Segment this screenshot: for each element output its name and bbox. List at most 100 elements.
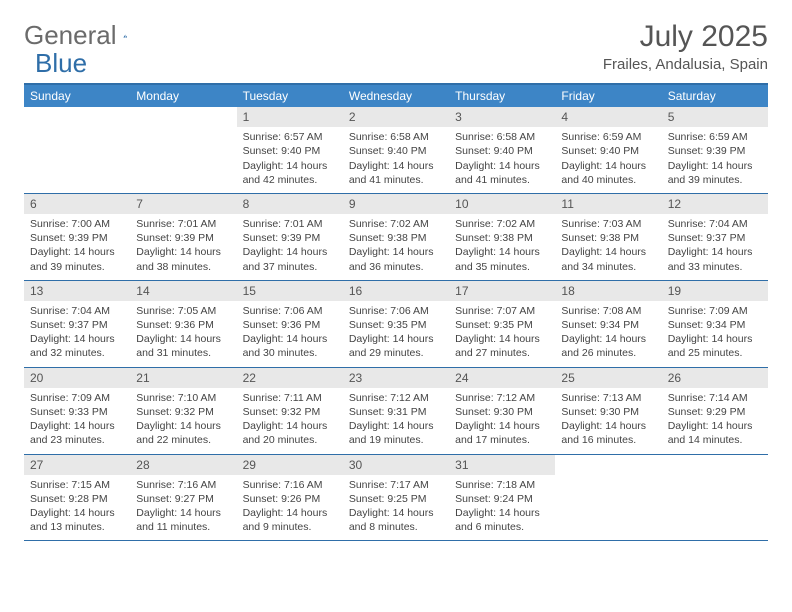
day-number: 10 bbox=[449, 194, 555, 214]
daylight-text: Daylight: 14 hours and 20 minutes. bbox=[243, 419, 337, 447]
daylight-text: Daylight: 14 hours and 30 minutes. bbox=[243, 332, 337, 360]
day-cell: 26Sunrise: 7:14 AMSunset: 9:29 PMDayligh… bbox=[662, 368, 768, 454]
sunset-text: Sunset: 9:38 PM bbox=[561, 231, 655, 245]
daylight-text: Daylight: 14 hours and 29 minutes. bbox=[349, 332, 443, 360]
day-body: Sunrise: 7:04 AMSunset: 9:37 PMDaylight:… bbox=[24, 301, 130, 367]
sunset-text: Sunset: 9:26 PM bbox=[243, 492, 337, 506]
sunset-text: Sunset: 9:36 PM bbox=[243, 318, 337, 332]
day-body: Sunrise: 7:04 AMSunset: 9:37 PMDaylight:… bbox=[662, 214, 768, 280]
day-cell: 20Sunrise: 7:09 AMSunset: 9:33 PMDayligh… bbox=[24, 368, 130, 454]
brand-part2: Blue bbox=[35, 48, 87, 79]
day-cell: 5Sunrise: 6:59 AMSunset: 9:39 PMDaylight… bbox=[662, 107, 768, 193]
sunrise-text: Sunrise: 7:02 AM bbox=[455, 217, 549, 231]
location-text: Frailes, Andalusia, Spain bbox=[603, 56, 768, 73]
day-number: 12 bbox=[662, 194, 768, 214]
day-cell: 19Sunrise: 7:09 AMSunset: 9:34 PMDayligh… bbox=[662, 281, 768, 367]
day-cell bbox=[24, 107, 130, 193]
sunrise-text: Sunrise: 7:10 AM bbox=[136, 391, 230, 405]
day-cell: 24Sunrise: 7:12 AMSunset: 9:30 PMDayligh… bbox=[449, 368, 555, 454]
sunrise-text: Sunrise: 7:03 AM bbox=[561, 217, 655, 231]
sunset-text: Sunset: 9:39 PM bbox=[136, 231, 230, 245]
day-cell bbox=[555, 455, 661, 541]
sunrise-text: Sunrise: 7:04 AM bbox=[30, 304, 124, 318]
day-cell: 29Sunrise: 7:16 AMSunset: 9:26 PMDayligh… bbox=[237, 455, 343, 541]
sunset-text: Sunset: 9:24 PM bbox=[455, 492, 549, 506]
daylight-text: Daylight: 14 hours and 31 minutes. bbox=[136, 332, 230, 360]
day-number: 19 bbox=[662, 281, 768, 301]
sunrise-text: Sunrise: 7:16 AM bbox=[136, 478, 230, 492]
day-body: Sunrise: 7:13 AMSunset: 9:30 PMDaylight:… bbox=[555, 388, 661, 454]
sail-icon bbox=[123, 25, 127, 47]
day-cell: 12Sunrise: 7:04 AMSunset: 9:37 PMDayligh… bbox=[662, 194, 768, 280]
day-cell: 8Sunrise: 7:01 AMSunset: 9:39 PMDaylight… bbox=[237, 194, 343, 280]
daylight-text: Daylight: 14 hours and 17 minutes. bbox=[455, 419, 549, 447]
day-number: 8 bbox=[237, 194, 343, 214]
daylight-text: Daylight: 14 hours and 42 minutes. bbox=[243, 159, 337, 187]
sunset-text: Sunset: 9:34 PM bbox=[668, 318, 762, 332]
day-body: Sunrise: 7:11 AMSunset: 9:32 PMDaylight:… bbox=[237, 388, 343, 454]
day-cell: 16Sunrise: 7:06 AMSunset: 9:35 PMDayligh… bbox=[343, 281, 449, 367]
day-cell: 17Sunrise: 7:07 AMSunset: 9:35 PMDayligh… bbox=[449, 281, 555, 367]
day-cell: 6Sunrise: 7:00 AMSunset: 9:39 PMDaylight… bbox=[24, 194, 130, 280]
sunrise-text: Sunrise: 7:18 AM bbox=[455, 478, 549, 492]
sunrise-text: Sunrise: 6:58 AM bbox=[349, 130, 443, 144]
weekday-header: Tuesday bbox=[237, 85, 343, 107]
sunset-text: Sunset: 9:27 PM bbox=[136, 492, 230, 506]
sunset-text: Sunset: 9:37 PM bbox=[30, 318, 124, 332]
daylight-text: Daylight: 14 hours and 32 minutes. bbox=[30, 332, 124, 360]
sunset-text: Sunset: 9:30 PM bbox=[455, 405, 549, 419]
day-body: Sunrise: 7:12 AMSunset: 9:31 PMDaylight:… bbox=[343, 388, 449, 454]
sunrise-text: Sunrise: 7:04 AM bbox=[668, 217, 762, 231]
daylight-text: Daylight: 14 hours and 22 minutes. bbox=[136, 419, 230, 447]
daylight-text: Daylight: 14 hours and 41 minutes. bbox=[455, 159, 549, 187]
day-number: 2 bbox=[343, 107, 449, 127]
daylight-text: Daylight: 14 hours and 41 minutes. bbox=[349, 159, 443, 187]
day-body: Sunrise: 7:10 AMSunset: 9:32 PMDaylight:… bbox=[130, 388, 236, 454]
day-body: Sunrise: 6:57 AMSunset: 9:40 PMDaylight:… bbox=[237, 127, 343, 193]
sunset-text: Sunset: 9:35 PM bbox=[455, 318, 549, 332]
day-number: 3 bbox=[449, 107, 555, 127]
day-cell bbox=[130, 107, 236, 193]
daylight-text: Daylight: 14 hours and 35 minutes. bbox=[455, 245, 549, 273]
sunrise-text: Sunrise: 7:11 AM bbox=[243, 391, 337, 405]
day-number: 24 bbox=[449, 368, 555, 388]
sunset-text: Sunset: 9:38 PM bbox=[455, 231, 549, 245]
day-body: Sunrise: 7:15 AMSunset: 9:28 PMDaylight:… bbox=[24, 475, 130, 541]
day-number: 23 bbox=[343, 368, 449, 388]
sunrise-text: Sunrise: 6:58 AM bbox=[455, 130, 549, 144]
daylight-text: Daylight: 14 hours and 39 minutes. bbox=[668, 159, 762, 187]
day-number: 15 bbox=[237, 281, 343, 301]
daylight-text: Daylight: 14 hours and 39 minutes. bbox=[30, 245, 124, 273]
sunrise-text: Sunrise: 7:09 AM bbox=[668, 304, 762, 318]
day-cell: 2Sunrise: 6:58 AMSunset: 9:40 PMDaylight… bbox=[343, 107, 449, 193]
day-body: Sunrise: 7:01 AMSunset: 9:39 PMDaylight:… bbox=[237, 214, 343, 280]
day-number: 16 bbox=[343, 281, 449, 301]
sunrise-text: Sunrise: 7:09 AM bbox=[30, 391, 124, 405]
daylight-text: Daylight: 14 hours and 36 minutes. bbox=[349, 245, 443, 273]
day-cell: 14Sunrise: 7:05 AMSunset: 9:36 PMDayligh… bbox=[130, 281, 236, 367]
weeks-container: 1Sunrise: 6:57 AMSunset: 9:40 PMDaylight… bbox=[24, 107, 768, 541]
day-cell: 28Sunrise: 7:16 AMSunset: 9:27 PMDayligh… bbox=[130, 455, 236, 541]
sunrise-text: Sunrise: 7:01 AM bbox=[136, 217, 230, 231]
day-number: 22 bbox=[237, 368, 343, 388]
week-row: 20Sunrise: 7:09 AMSunset: 9:33 PMDayligh… bbox=[24, 368, 768, 455]
sunset-text: Sunset: 9:32 PM bbox=[243, 405, 337, 419]
day-body: Sunrise: 7:08 AMSunset: 9:34 PMDaylight:… bbox=[555, 301, 661, 367]
weekday-header: Monday bbox=[130, 85, 236, 107]
sunrise-text: Sunrise: 7:12 AM bbox=[349, 391, 443, 405]
sunrise-text: Sunrise: 6:59 AM bbox=[561, 130, 655, 144]
day-cell: 18Sunrise: 7:08 AMSunset: 9:34 PMDayligh… bbox=[555, 281, 661, 367]
weekday-header: Wednesday bbox=[343, 85, 449, 107]
sunrise-text: Sunrise: 7:05 AM bbox=[136, 304, 230, 318]
sunset-text: Sunset: 9:39 PM bbox=[668, 144, 762, 158]
day-body: Sunrise: 7:00 AMSunset: 9:39 PMDaylight:… bbox=[24, 214, 130, 280]
header: General July 2025 Frailes, Andalusia, Sp… bbox=[24, 20, 768, 73]
day-body: Sunrise: 7:16 AMSunset: 9:26 PMDaylight:… bbox=[237, 475, 343, 541]
day-number: 30 bbox=[343, 455, 449, 475]
daylight-text: Daylight: 14 hours and 37 minutes. bbox=[243, 245, 337, 273]
day-body: Sunrise: 7:18 AMSunset: 9:24 PMDaylight:… bbox=[449, 475, 555, 541]
day-number: 28 bbox=[130, 455, 236, 475]
day-body: Sunrise: 7:05 AMSunset: 9:36 PMDaylight:… bbox=[130, 301, 236, 367]
day-body: Sunrise: 7:12 AMSunset: 9:30 PMDaylight:… bbox=[449, 388, 555, 454]
day-number: 20 bbox=[24, 368, 130, 388]
